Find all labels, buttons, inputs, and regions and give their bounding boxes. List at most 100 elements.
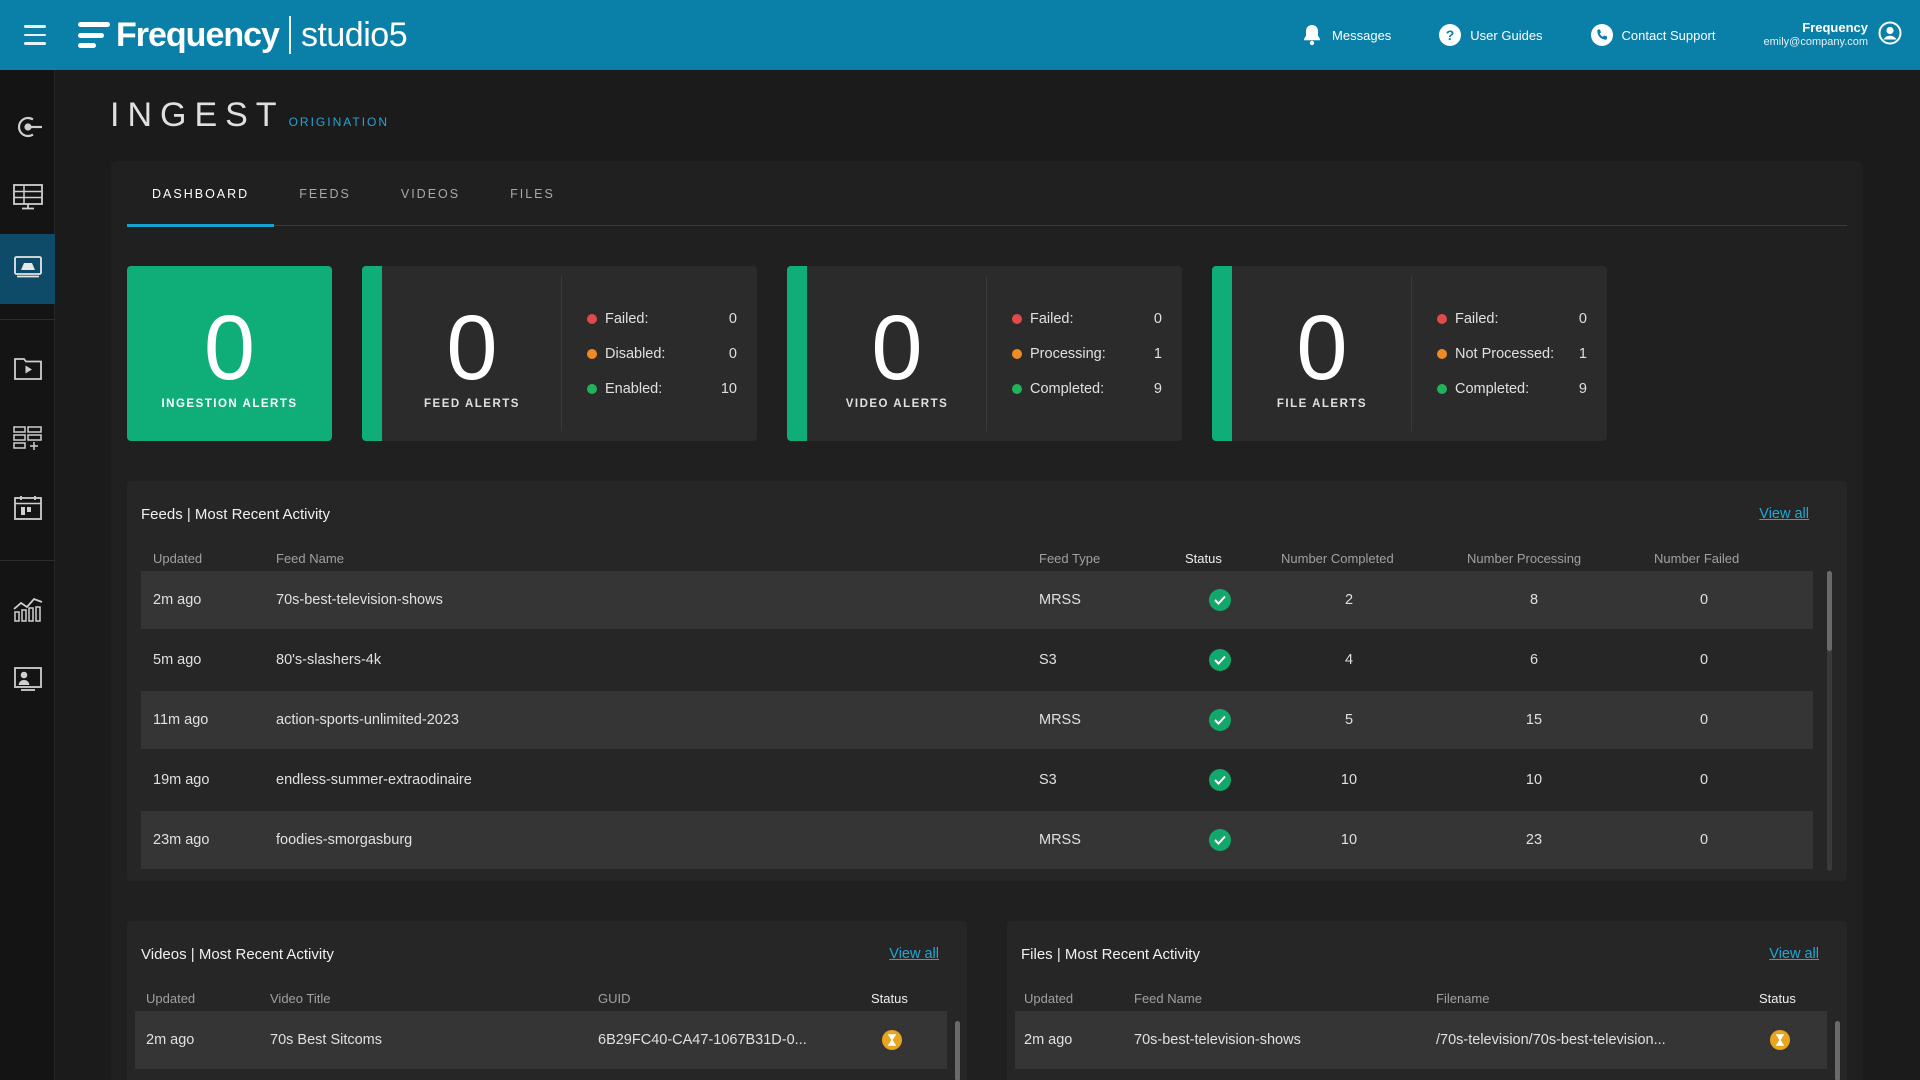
phone-icon — [1590, 24, 1613, 46]
messages-link[interactable]: Messages — [1301, 24, 1391, 46]
cell-status — [1209, 631, 1231, 689]
stat-completed: Completed: 9 — [1012, 371, 1162, 406]
cell-feed-type: S3 — [1039, 652, 1057, 668]
feed-alerts-count: 0 — [446, 297, 498, 399]
column-header[interactable]: Feed Type — [1039, 551, 1101, 566]
column-header[interactable]: Feed Name — [276, 551, 344, 566]
column-header[interactable]: Feed Name — [1134, 991, 1202, 1006]
top-actions: Messages ? User Guides Contact Support F… — [1301, 0, 1920, 70]
column-header[interactable]: Updated — [153, 551, 203, 566]
user-menu[interactable]: Frequency emily@company.com — [1764, 20, 1903, 50]
sidebar-item-ingest-source[interactable] — [0, 94, 55, 164]
videos-scrollbar[interactable] — [955, 1021, 960, 1080]
tab-dashboard[interactable]: DASHBOARD — [127, 161, 275, 227]
files-scrollbar[interactable] — [1835, 1021, 1840, 1080]
column-header[interactable]: Filename — [1436, 991, 1490, 1006]
tab-videos[interactable]: VIDEOS — [400, 186, 461, 201]
sidebar-item-ingest[interactable] — [0, 234, 55, 304]
messages-label: Messages — [1332, 27, 1392, 43]
menu-button[interactable] — [0, 0, 70, 70]
column-header[interactable]: Status — [1759, 991, 1796, 1006]
brand-logo[interactable]: Frequency studio5 — [78, 16, 408, 55]
scroll-thumb[interactable] — [1835, 1021, 1840, 1080]
status-dot-green-icon — [587, 383, 597, 394]
table-row[interactable]: 2m ago 70s-best-television-shows /70s-te… — [1015, 1011, 1827, 1069]
table-row[interactable]: 11m ago action-sports-unlimited-2023 MRSS 5… — [141, 691, 1813, 749]
user-info: Frequency emily@company.com — [1764, 20, 1869, 50]
cell-number-processing: 23 — [1525, 832, 1543, 848]
cell-status — [882, 1011, 902, 1069]
table-row[interactable]: 19m ago endless-summer-extraodinaire S3 10 1… — [141, 751, 1813, 809]
table-row[interactable]: 2m ago 70s-best-television-shows MRSS 2 8 0 — [141, 571, 1813, 629]
column-header[interactable]: Video Title — [270, 991, 331, 1006]
cell-filename: /70s-television/70s-best-television... — [1436, 1032, 1666, 1048]
user-email: emily@company.com — [1763, 36, 1869, 48]
page-title: INGEST ORIGINATION — [110, 96, 389, 135]
feeds-scrollbar[interactable] — [1827, 571, 1832, 871]
feeds-view-all-link[interactable]: View all — [1759, 506, 1809, 522]
user-name: Frequency — [1802, 20, 1868, 35]
cell-number-failed: 0 — [1699, 592, 1709, 608]
column-header[interactable]: Number Failed — [1654, 551, 1740, 566]
table-row[interactable]: 2m ago 70s Best Sitcoms 6B29FC40-CA47-10… — [135, 1011, 947, 1069]
cell-feed-type: MRSS — [1039, 712, 1081, 728]
column-header[interactable]: Status — [871, 991, 908, 1006]
sidebar-item-presenter[interactable] — [0, 646, 55, 716]
user-guides-label: User Guides — [1470, 27, 1543, 43]
contact-support-label: Contact Support — [1621, 27, 1716, 43]
sidebar-divider — [0, 560, 55, 561]
check-circle-icon — [1209, 589, 1231, 611]
presenter-icon — [13, 666, 43, 697]
cell-number-processing: 15 — [1525, 712, 1543, 728]
cell-number-completed: 10 — [1340, 832, 1358, 848]
tab-bar: DASHBOARD FEEDS VIDEOS FILES — [127, 161, 1847, 227]
feed-alerts-card[interactable]: 0 FEED ALERTS Failed: 0 Disabled: 0 Enable… — [362, 266, 757, 441]
cell-number-processing: 10 — [1525, 772, 1543, 788]
stat-failed: Failed: 0 — [1437, 301, 1587, 336]
table-row[interactable]: 23m ago foodies-smorgasburg MRSS 10 23 0 — [141, 811, 1813, 869]
analytics-chart-icon — [12, 595, 44, 628]
hamburger-icon — [24, 22, 46, 48]
file-alerts-card[interactable]: 0 FILE ALERTS Failed: 0 Not Processed: 1 C… — [1212, 266, 1607, 441]
files-view-all-link[interactable]: View all — [1769, 946, 1819, 962]
file-alerts-accent-bar — [1212, 266, 1232, 441]
video-alerts-stats: Failed: 0 Processing: 1 Completed: 9 — [1012, 301, 1162, 406]
column-header[interactable]: Number Processing — [1467, 551, 1582, 566]
column-header[interactable]: Status — [1185, 551, 1222, 566]
videos-view-all-link[interactable]: View all — [889, 946, 939, 962]
column-header[interactable]: GUID — [598, 991, 631, 1006]
sidebar-item-channels[interactable] — [0, 164, 55, 234]
cell-feed-name: 70s-best-television-shows — [1134, 1032, 1301, 1048]
scroll-thumb[interactable] — [955, 1021, 960, 1080]
sidebar-item-schedules[interactable] — [0, 405, 55, 475]
ingestion-alerts-label: INGESTION ALERTS — [161, 398, 298, 410]
contact-support-link[interactable]: Contact Support — [1590, 24, 1716, 46]
table-row[interactable]: 5m ago 80's-slashers-4k S3 4 6 0 — [141, 631, 1813, 689]
column-header[interactable]: Updated — [146, 991, 196, 1006]
column-header[interactable]: Updated — [1024, 991, 1074, 1006]
stat-disabled: Disabled: 0 — [587, 336, 737, 371]
feeds-activity-panel: Feeds | Most Recent Activity View all Up… — [127, 481, 1847, 881]
sidebar-item-analytics[interactable] — [0, 576, 55, 646]
feed-alerts-accent-bar — [362, 266, 382, 441]
files-panel-title: Files | Most Recent Activity — [1021, 946, 1200, 963]
video-alerts-card[interactable]: 0 VIDEO ALERTS Failed: 0 Processing: 1 Com… — [787, 266, 1182, 441]
cell-feed-type: S3 — [1039, 772, 1057, 788]
tab-files[interactable]: FILES — [510, 186, 555, 201]
column-header[interactable]: Number Completed — [1281, 551, 1394, 566]
cell-feed-name: endless-summer-extraodinaire — [276, 772, 472, 788]
status-dot-red-icon — [1012, 313, 1022, 324]
cell-status — [1209, 811, 1231, 869]
scroll-thumb[interactable] — [1827, 571, 1832, 651]
cell-status — [1770, 1011, 1790, 1069]
cell-feed-type: MRSS — [1039, 832, 1081, 848]
status-dot-orange-icon — [1437, 348, 1447, 359]
cell-updated: 2m ago — [153, 592, 202, 608]
cell-status — [1209, 751, 1231, 809]
tab-feeds[interactable]: FEEDS — [299, 186, 351, 201]
file-alerts-count: 0 — [1296, 297, 1348, 399]
user-guides-link[interactable]: ? User Guides — [1439, 24, 1543, 46]
ingestion-alerts-card[interactable]: 0 INGESTION ALERTS — [127, 266, 332, 441]
sidebar-item-calendar[interactable] — [0, 475, 55, 545]
sidebar-item-media[interactable] — [0, 335, 55, 405]
